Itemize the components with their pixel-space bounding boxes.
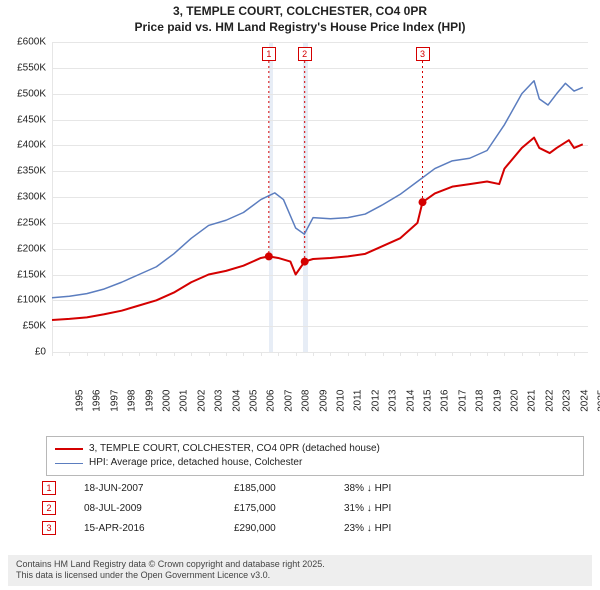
legend-label: 3, TEMPLE COURT, COLCHESTER, CO4 0PR (de… — [89, 442, 380, 456]
x-tick-label: 2003 — [214, 390, 225, 420]
transaction-row: 3 15-APR-2016£290,00023% ↓ HPI — [42, 518, 572, 538]
legend-swatch — [55, 463, 83, 464]
chart-title: 3, TEMPLE COURT, COLCHESTER, CO4 0PR Pri… — [0, 0, 600, 35]
x-tick-label: 2008 — [301, 390, 312, 420]
marker-point — [265, 252, 273, 260]
marker-box: 3 — [416, 47, 430, 61]
x-tick-label: 1998 — [127, 390, 138, 420]
x-tick-label: 2016 — [440, 390, 451, 420]
x-tick-label: 2014 — [405, 390, 416, 420]
transaction-row: 2 08-JUL-2009£175,00031% ↓ HPI — [42, 498, 572, 518]
x-tick-label: 1997 — [109, 390, 120, 420]
x-tick-label: 2005 — [249, 390, 260, 420]
x-tick-label: 2004 — [231, 390, 242, 420]
page: 3, TEMPLE COURT, COLCHESTER, CO4 0PR Pri… — [0, 0, 600, 590]
x-tick-label: 2019 — [492, 390, 503, 420]
transaction-diff: 38% ↓ HPI — [344, 483, 464, 494]
credit-line-2: This data is licensed under the Open Gov… — [16, 570, 584, 582]
x-tick-label: 2010 — [336, 390, 347, 420]
x-tick-label: 2000 — [162, 390, 173, 420]
x-tick-label: 1995 — [75, 390, 86, 420]
series-price_paid — [52, 138, 583, 320]
x-tick-label: 2023 — [562, 390, 573, 420]
transaction-marker: 2 — [42, 501, 56, 515]
title-line-2: Price paid vs. HM Land Registry's House … — [0, 20, 600, 36]
legend-row: HPI: Average price, detached house, Colc… — [55, 456, 575, 470]
transaction-date: 18-JUN-2007 — [84, 483, 234, 494]
transaction-price: £185,000 — [234, 483, 344, 494]
x-tick-label: 2007 — [283, 390, 294, 420]
marker-point — [301, 258, 309, 266]
transaction-date: 08-JUL-2009 — [84, 503, 234, 514]
x-tick-label: 2017 — [457, 390, 468, 420]
chart-svg — [8, 38, 592, 356]
chart: £0£50K£100K£150K£200K£250K£300K£350K£400… — [8, 38, 592, 398]
transaction-diff: 31% ↓ HPI — [344, 503, 464, 514]
marker-box: 2 — [298, 47, 312, 61]
legend-row: 3, TEMPLE COURT, COLCHESTER, CO4 0PR (de… — [55, 442, 575, 456]
transaction-marker: 1 — [42, 481, 56, 495]
x-tick-label: 2013 — [388, 390, 399, 420]
x-tick-label: 2025 — [597, 390, 600, 420]
legend-label: HPI: Average price, detached house, Colc… — [89, 456, 302, 470]
credit: Contains HM Land Registry data © Crown c… — [8, 555, 592, 586]
x-tick-label: 2001 — [179, 390, 190, 420]
transaction-diff: 23% ↓ HPI — [344, 523, 464, 534]
transaction-marker: 3 — [42, 521, 56, 535]
series-hpi — [52, 81, 583, 298]
x-tick-label: 2018 — [475, 390, 486, 420]
legend: 3, TEMPLE COURT, COLCHESTER, CO4 0PR (de… — [46, 436, 584, 476]
transaction-price: £175,000 — [234, 503, 344, 514]
x-tick-label: 2012 — [370, 390, 381, 420]
x-tick-label: 2011 — [353, 390, 364, 420]
x-tick-label: 2006 — [266, 390, 277, 420]
x-tick-label: 2024 — [579, 390, 590, 420]
x-tick-label: 2002 — [196, 390, 207, 420]
transaction-price: £290,000 — [234, 523, 344, 534]
transaction-row: 1 18-JUN-2007£185,00038% ↓ HPI — [42, 478, 572, 498]
x-tick-label: 2022 — [544, 390, 555, 420]
credit-line-1: Contains HM Land Registry data © Crown c… — [16, 559, 584, 571]
title-line-1: 3, TEMPLE COURT, COLCHESTER, CO4 0PR — [0, 4, 600, 20]
x-tick-label: 2015 — [423, 390, 434, 420]
x-tick-label: 1999 — [144, 390, 155, 420]
x-tick-label: 2009 — [318, 390, 329, 420]
legend-swatch — [55, 448, 83, 450]
x-tick-label: 1996 — [92, 390, 103, 420]
marker-box: 1 — [262, 47, 276, 61]
transactions-table: 1 18-JUN-2007£185,00038% ↓ HPI 2 08-JUL-200… — [42, 478, 572, 538]
marker-point — [419, 198, 427, 206]
x-tick-label: 2021 — [527, 390, 538, 420]
transaction-date: 15-APR-2016 — [84, 523, 234, 534]
x-tick-label: 2020 — [510, 390, 521, 420]
